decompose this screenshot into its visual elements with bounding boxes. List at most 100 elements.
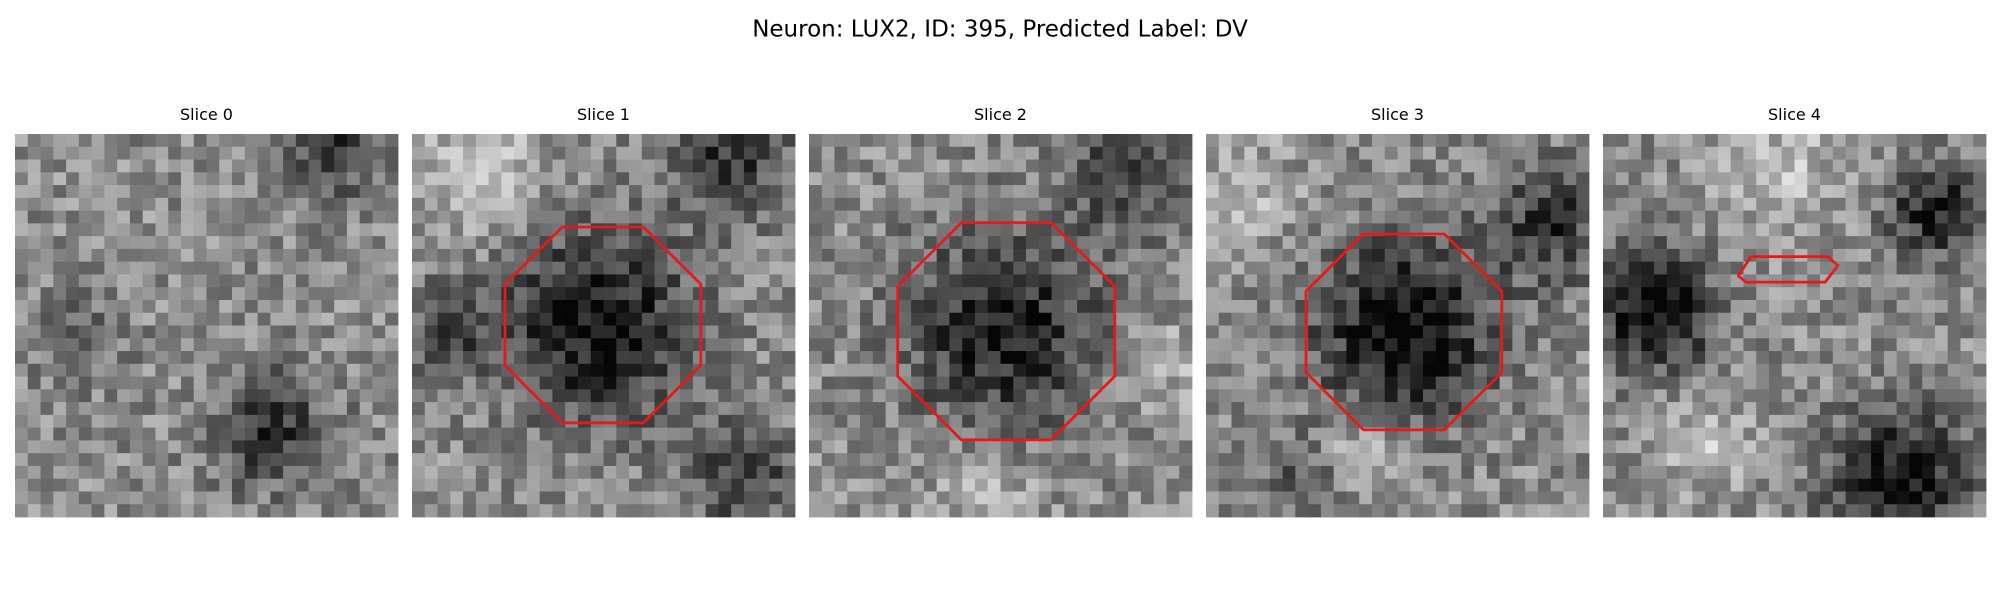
pixel	[78, 325, 92, 339]
pixel	[885, 376, 899, 390]
pixel	[1922, 146, 1936, 160]
pixel	[219, 491, 233, 505]
pixel	[1013, 159, 1027, 173]
pixel	[756, 376, 770, 390]
pixel	[1512, 210, 1526, 224]
pixel	[514, 185, 528, 199]
pixel	[756, 210, 770, 224]
pixel	[629, 134, 643, 148]
pixel	[142, 172, 156, 186]
pixel	[1410, 453, 1424, 467]
pixel	[1423, 312, 1437, 326]
pixel	[539, 159, 553, 173]
pixel	[1563, 351, 1577, 365]
pixel	[1845, 389, 1859, 403]
pixel	[769, 287, 783, 301]
pixel	[911, 146, 925, 160]
pixel	[769, 185, 783, 199]
pixel	[629, 389, 643, 403]
pixel	[718, 402, 732, 416]
pixel	[1922, 351, 1936, 365]
pixel	[91, 402, 105, 416]
pixel	[1218, 312, 1232, 326]
pixel	[1448, 274, 1462, 288]
pixel	[1794, 402, 1808, 416]
pixel	[1756, 197, 1770, 211]
pixel	[769, 363, 783, 377]
pixel	[1128, 172, 1142, 186]
pixel	[1000, 159, 1014, 173]
pixel	[1705, 210, 1719, 224]
pixel	[1807, 210, 1821, 224]
pixel	[1934, 312, 1949, 326]
pixel	[1641, 274, 1655, 288]
pixel	[1320, 223, 1335, 237]
pixel	[1666, 363, 1680, 377]
pixel	[1615, 223, 1629, 237]
pixel	[1922, 504, 1936, 518]
pixel	[308, 465, 322, 480]
pixel	[1166, 248, 1180, 263]
pixel	[1026, 440, 1040, 454]
pixel	[1333, 185, 1347, 199]
pixel	[1423, 236, 1437, 250]
pixel	[1820, 504, 1834, 518]
pixel	[1346, 376, 1360, 390]
pixel	[450, 440, 464, 454]
pixel	[1026, 465, 1040, 480]
pixel	[359, 504, 373, 518]
pixel	[1397, 440, 1411, 454]
pixel	[1257, 299, 1271, 314]
pixel	[1320, 248, 1335, 263]
pixel	[1397, 465, 1411, 480]
pixel	[1525, 338, 1539, 352]
pixel	[603, 504, 617, 518]
pixel	[936, 172, 950, 186]
pixel	[526, 504, 541, 518]
pixel	[1705, 402, 1719, 416]
pixel	[962, 453, 976, 467]
pixel	[104, 185, 118, 199]
pixel	[1435, 261, 1449, 275]
pixel	[1845, 465, 1859, 480]
pixel	[629, 325, 643, 339]
pixel	[821, 338, 835, 352]
pixel	[1871, 146, 1885, 160]
pixel	[552, 197, 566, 211]
pixel	[847, 312, 861, 326]
pixel	[974, 261, 989, 275]
pixel	[552, 338, 566, 352]
pixel	[1717, 274, 1732, 288]
pixel	[206, 427, 220, 441]
pixel	[705, 465, 719, 480]
pixel	[731, 414, 745, 429]
pixel	[15, 312, 29, 326]
pixel	[834, 274, 848, 288]
pixel	[295, 389, 310, 403]
pixel	[1474, 146, 1488, 160]
pixel	[257, 414, 271, 429]
pixel	[346, 312, 361, 326]
pixel	[1654, 491, 1668, 505]
pixel	[1000, 351, 1014, 365]
pixel	[923, 491, 938, 505]
pixel	[437, 440, 451, 454]
pixel	[53, 197, 67, 211]
pixel	[117, 453, 131, 467]
pixel	[872, 299, 886, 314]
pixel	[885, 274, 899, 288]
pixel	[1679, 325, 1693, 339]
pixel	[680, 465, 694, 480]
pixel	[142, 465, 156, 480]
pixel	[117, 478, 131, 492]
pixel	[514, 197, 528, 211]
pixel	[1525, 210, 1539, 224]
pixel	[1934, 197, 1949, 211]
pixel	[1231, 197, 1245, 211]
pixel	[898, 287, 912, 301]
pixel	[1128, 478, 1142, 492]
pixel	[1922, 402, 1936, 416]
pixel	[463, 134, 477, 148]
pixel	[1820, 210, 1834, 224]
pixel	[1026, 338, 1040, 352]
